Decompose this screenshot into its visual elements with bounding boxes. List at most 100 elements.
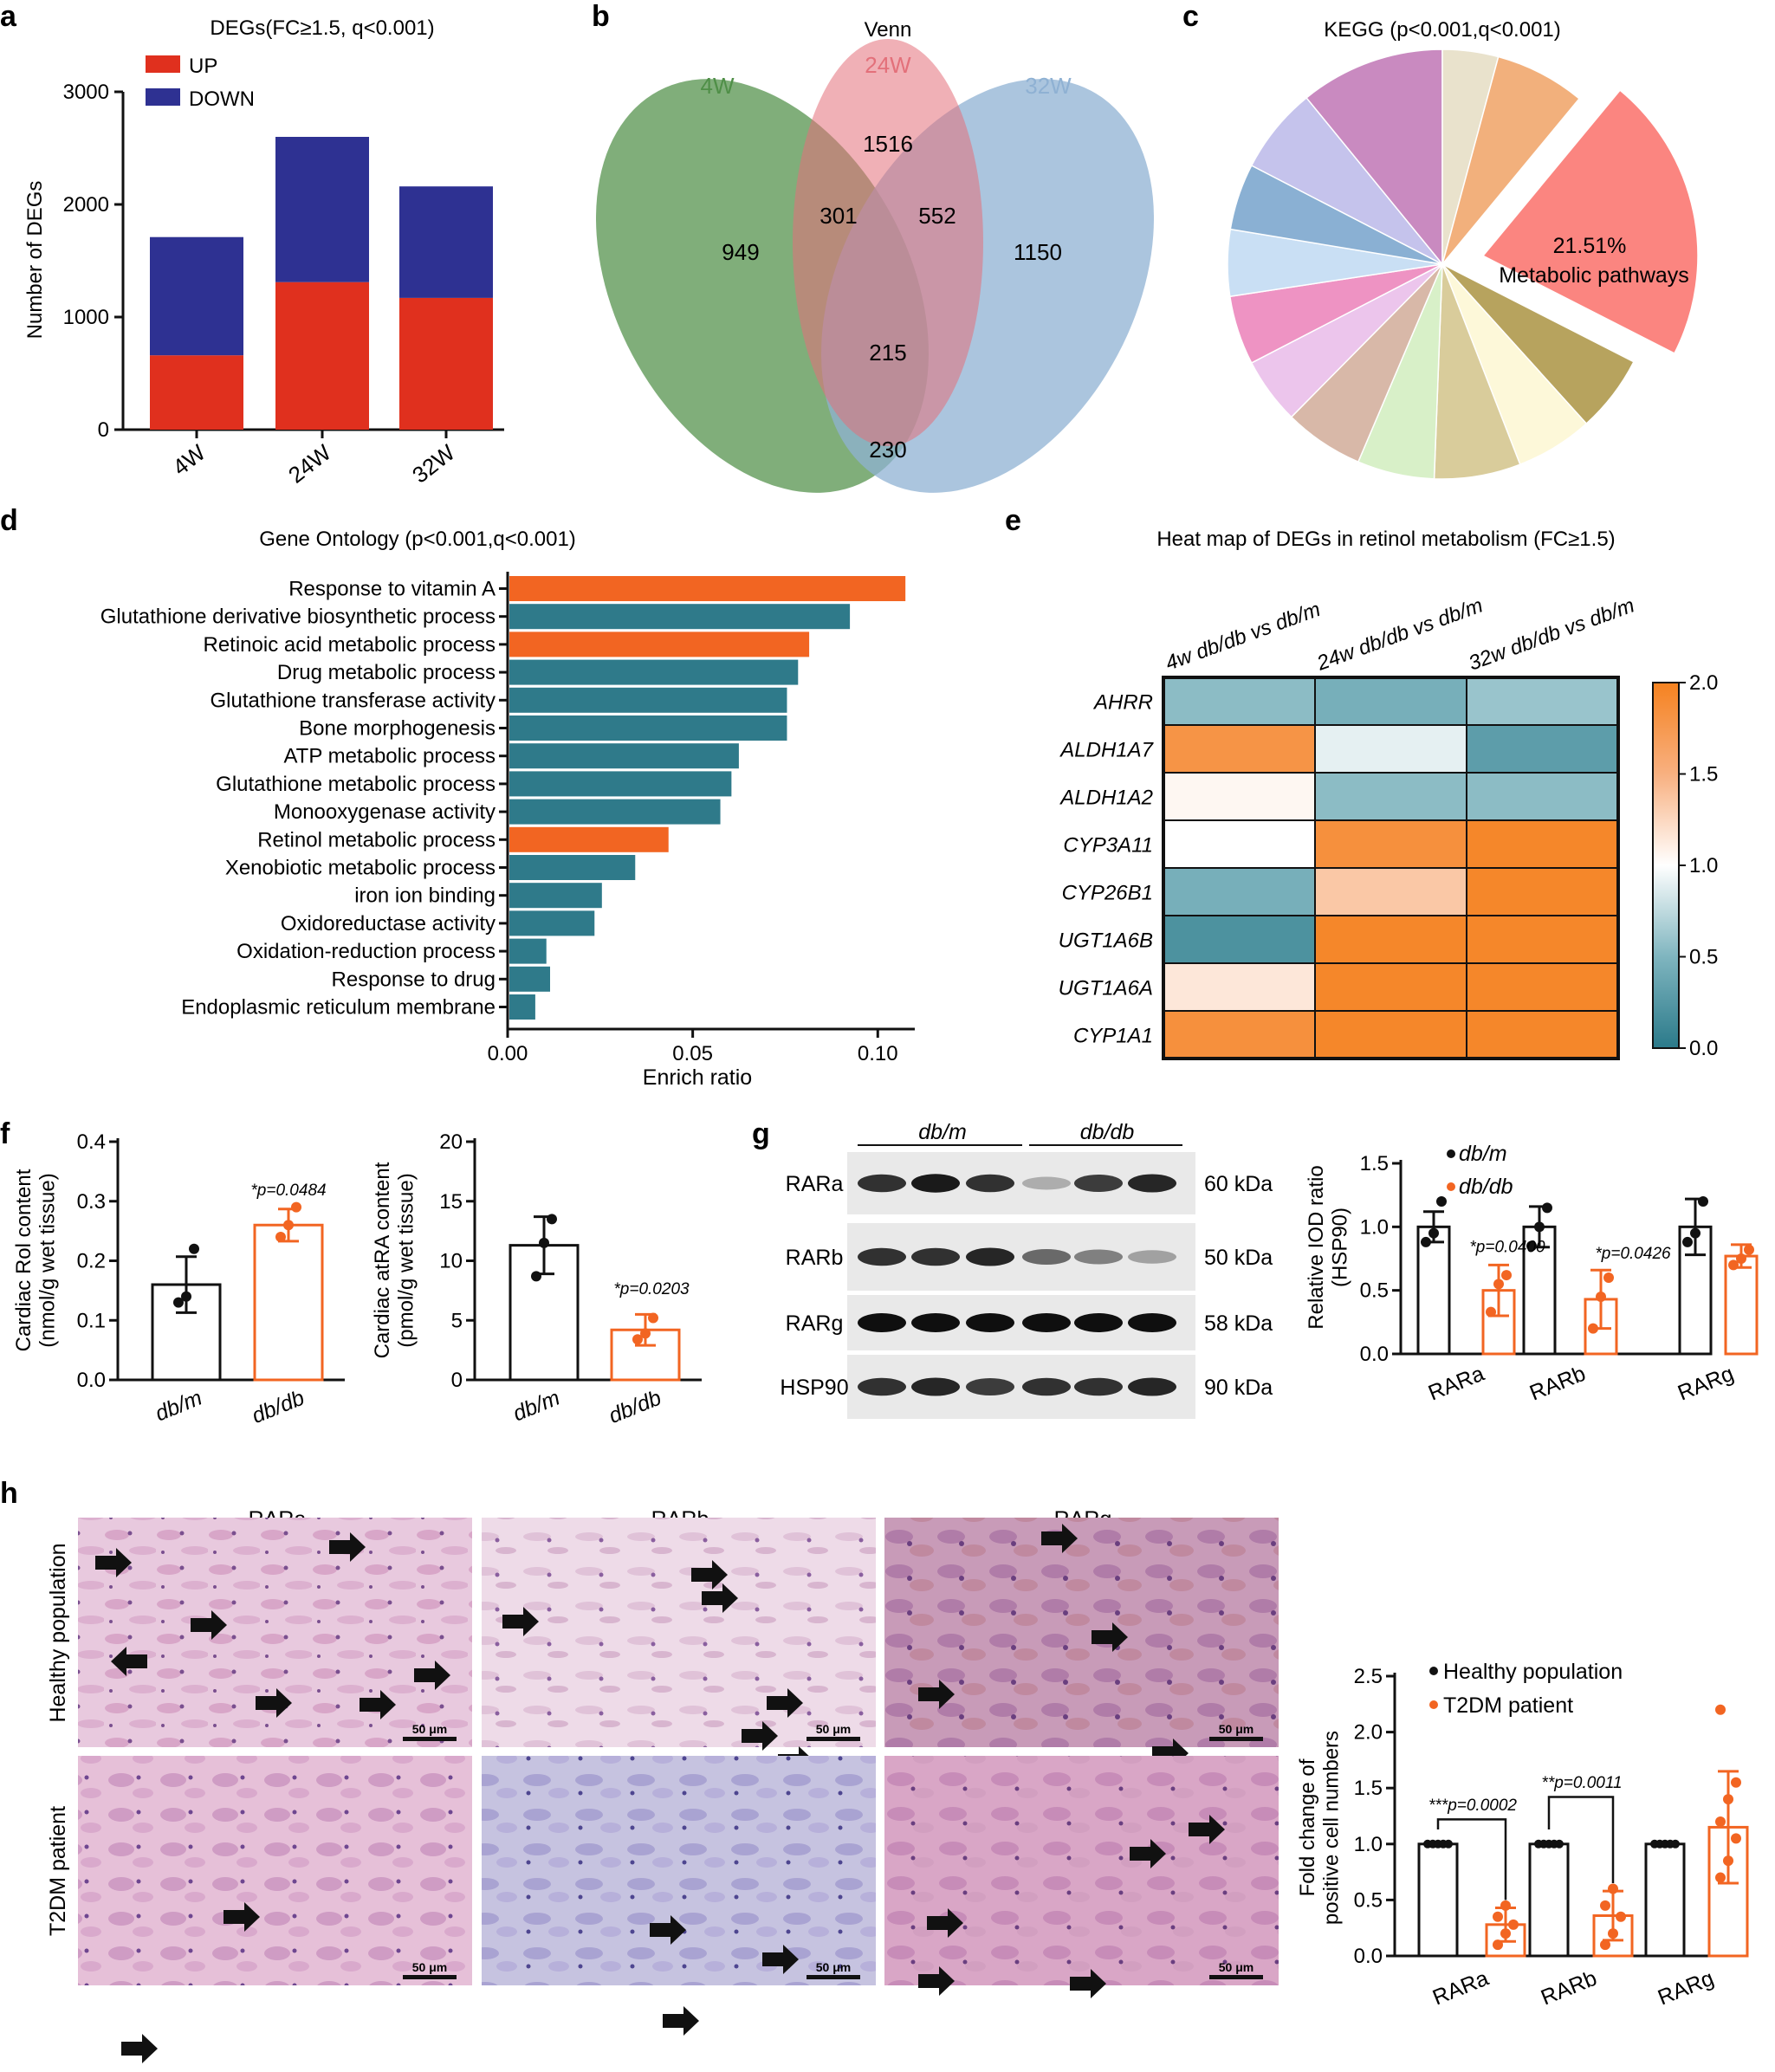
histology-image bbox=[482, 1518, 876, 1747]
blot-group-dbdb: db/db bbox=[1080, 1120, 1135, 1144]
go-term-label: Response to vitamin A bbox=[288, 578, 496, 601]
data-point bbox=[1608, 1928, 1618, 1939]
venn-count-only-32w: 1150 bbox=[1014, 239, 1062, 265]
data-point bbox=[1728, 1259, 1739, 1271]
go-term-label: Glutathione metabolic process bbox=[216, 773, 496, 796]
ylabel-h-line: positive cell numbers bbox=[1319, 1731, 1343, 1925]
go-bar bbox=[509, 743, 739, 769]
xtick-label-g: RARb bbox=[1526, 1362, 1589, 1406]
bar-down bbox=[150, 236, 243, 356]
go-term-label: Response to drug bbox=[332, 968, 496, 991]
heatmap-cell bbox=[1314, 772, 1467, 821]
bar-up bbox=[275, 282, 369, 430]
ytick-label-a: 0 bbox=[98, 418, 109, 442]
ylabel-f2-line: (pmol/g wet tissue) bbox=[394, 1173, 418, 1347]
data-point bbox=[1501, 1270, 1512, 1281]
heatmap-cell bbox=[1314, 724, 1467, 774]
heatmap-cell bbox=[1163, 677, 1316, 726]
data-point bbox=[1723, 1855, 1733, 1867]
blot-kda-label: 90 kDa bbox=[1204, 1376, 1273, 1400]
data-point bbox=[1715, 1704, 1726, 1715]
legend-t2dm-label: T2DM patient bbox=[1443, 1693, 1573, 1718]
ytick-label-a: 2000 bbox=[63, 193, 109, 217]
data-point bbox=[1596, 1292, 1606, 1302]
data-point bbox=[1690, 1227, 1701, 1239]
go-bar bbox=[509, 576, 906, 601]
scale-bar-label: 50 μm bbox=[816, 1722, 851, 1736]
blot-band bbox=[858, 1174, 906, 1193]
panel-e-heatmap: Heat map of DEGs in retinol metabolism (… bbox=[1059, 528, 1718, 1060]
colorbar-tick-label: 2.0 bbox=[1689, 671, 1718, 695]
histology-image bbox=[78, 1518, 472, 1747]
data-point bbox=[1616, 1911, 1626, 1922]
legend-down-swatch bbox=[146, 88, 180, 106]
heatmap-cell bbox=[1466, 677, 1619, 726]
heatmap-cell bbox=[1466, 867, 1619, 916]
xtick-label-a: 24W bbox=[283, 439, 336, 489]
scale-bar bbox=[1209, 1737, 1263, 1741]
ytick-label: 15 bbox=[439, 1190, 463, 1214]
heatmap-row-label: UGT1A6A bbox=[1059, 977, 1153, 1000]
ytick-label: 0.1 bbox=[77, 1309, 106, 1332]
ylabel-h-line: Fold change of bbox=[1296, 1758, 1319, 1896]
histology-image bbox=[78, 1756, 472, 1985]
data-point bbox=[181, 1291, 191, 1302]
blot-protein-label: RARa bbox=[786, 1172, 844, 1196]
xtick-label-d: 0.00 bbox=[488, 1042, 528, 1065]
go-term-label: Monooxygenase activity bbox=[274, 800, 496, 824]
data-point bbox=[1603, 1272, 1614, 1283]
blot-band bbox=[1128, 1377, 1176, 1396]
legend-t2dm-dot bbox=[1429, 1700, 1438, 1709]
bar bbox=[1644, 1842, 1686, 1958]
heatmap-cell bbox=[1314, 1010, 1467, 1059]
heatmap-row-label: CYP3A11 bbox=[1063, 834, 1153, 858]
bar bbox=[1416, 1225, 1451, 1356]
data-point bbox=[1493, 1911, 1503, 1922]
scale-bar-label: 50 μm bbox=[412, 1722, 447, 1736]
heatmap-cell bbox=[1314, 915, 1467, 964]
data-point bbox=[1731, 1833, 1741, 1844]
xtick-label-a: 4W bbox=[167, 439, 211, 481]
data-point bbox=[1715, 1872, 1726, 1883]
scale-bar bbox=[807, 1975, 860, 1979]
data-point bbox=[1421, 1236, 1431, 1247]
ylabel-h: Fold change ofpositive cell numbers bbox=[1296, 1731, 1344, 1925]
heatmap-colorbar bbox=[1652, 682, 1680, 1049]
ytick-label: 2.5 bbox=[1354, 1665, 1383, 1688]
panel-letter-c: c bbox=[1182, 0, 1199, 33]
panel-letter-a: a bbox=[0, 0, 17, 33]
go-bar bbox=[509, 715, 787, 741]
ytick-label: 0.0 bbox=[1354, 1945, 1383, 1968]
blot-band bbox=[1022, 1249, 1071, 1265]
xtick-label-d: 0.10 bbox=[858, 1042, 898, 1065]
blot-band bbox=[911, 1313, 960, 1332]
ylabel-f1-line: (nmol/g wet tissue) bbox=[36, 1173, 59, 1347]
bar-down bbox=[275, 137, 369, 282]
data-point bbox=[648, 1312, 658, 1324]
scale-bar-label: 50 μm bbox=[412, 1960, 447, 1974]
heatmap-cell bbox=[1163, 915, 1316, 964]
heatmap-cell bbox=[1466, 915, 1619, 964]
go-term-label: iron ion binding bbox=[354, 884, 496, 908]
venn-label-32w: 32W bbox=[1025, 73, 1072, 99]
go-bar bbox=[509, 631, 810, 657]
arrow-marker bbox=[121, 2034, 158, 2063]
go-bar bbox=[509, 687, 787, 713]
panel-d-horizontal-bar-chart: Gene Ontology (p<0.001,q<0.001) Enrich r… bbox=[100, 528, 915, 1090]
chart-a-ylabel: Number of DEGs bbox=[23, 181, 47, 340]
annotation-f1: *p=0.0484 bbox=[250, 1182, 326, 1200]
legend-down-label: DOWN bbox=[189, 87, 255, 111]
xtick-label-f1: db/db bbox=[249, 1386, 308, 1428]
data-point bbox=[1600, 1939, 1610, 1951]
venn-count-all: 215 bbox=[869, 340, 906, 366]
data-point bbox=[640, 1328, 651, 1339]
colorbar-tick-label: 0.5 bbox=[1689, 946, 1718, 969]
xtick-label-g: RARa bbox=[1425, 1362, 1487, 1406]
go-bar bbox=[509, 966, 550, 992]
histology-image bbox=[482, 1756, 876, 1985]
panel-letter-e: e bbox=[1005, 504, 1021, 537]
annotation-h-rara: ***p=0.0002 bbox=[1428, 1797, 1517, 1815]
go-term-label: Glutathione transferase activity bbox=[211, 689, 496, 712]
xtick-label-f2: db/db bbox=[606, 1386, 665, 1428]
panel-g-western-blot: db/m db/db RARa 60 kDa RARb 50 kDa RARg 58 kD… bbox=[780, 1120, 1759, 1419]
